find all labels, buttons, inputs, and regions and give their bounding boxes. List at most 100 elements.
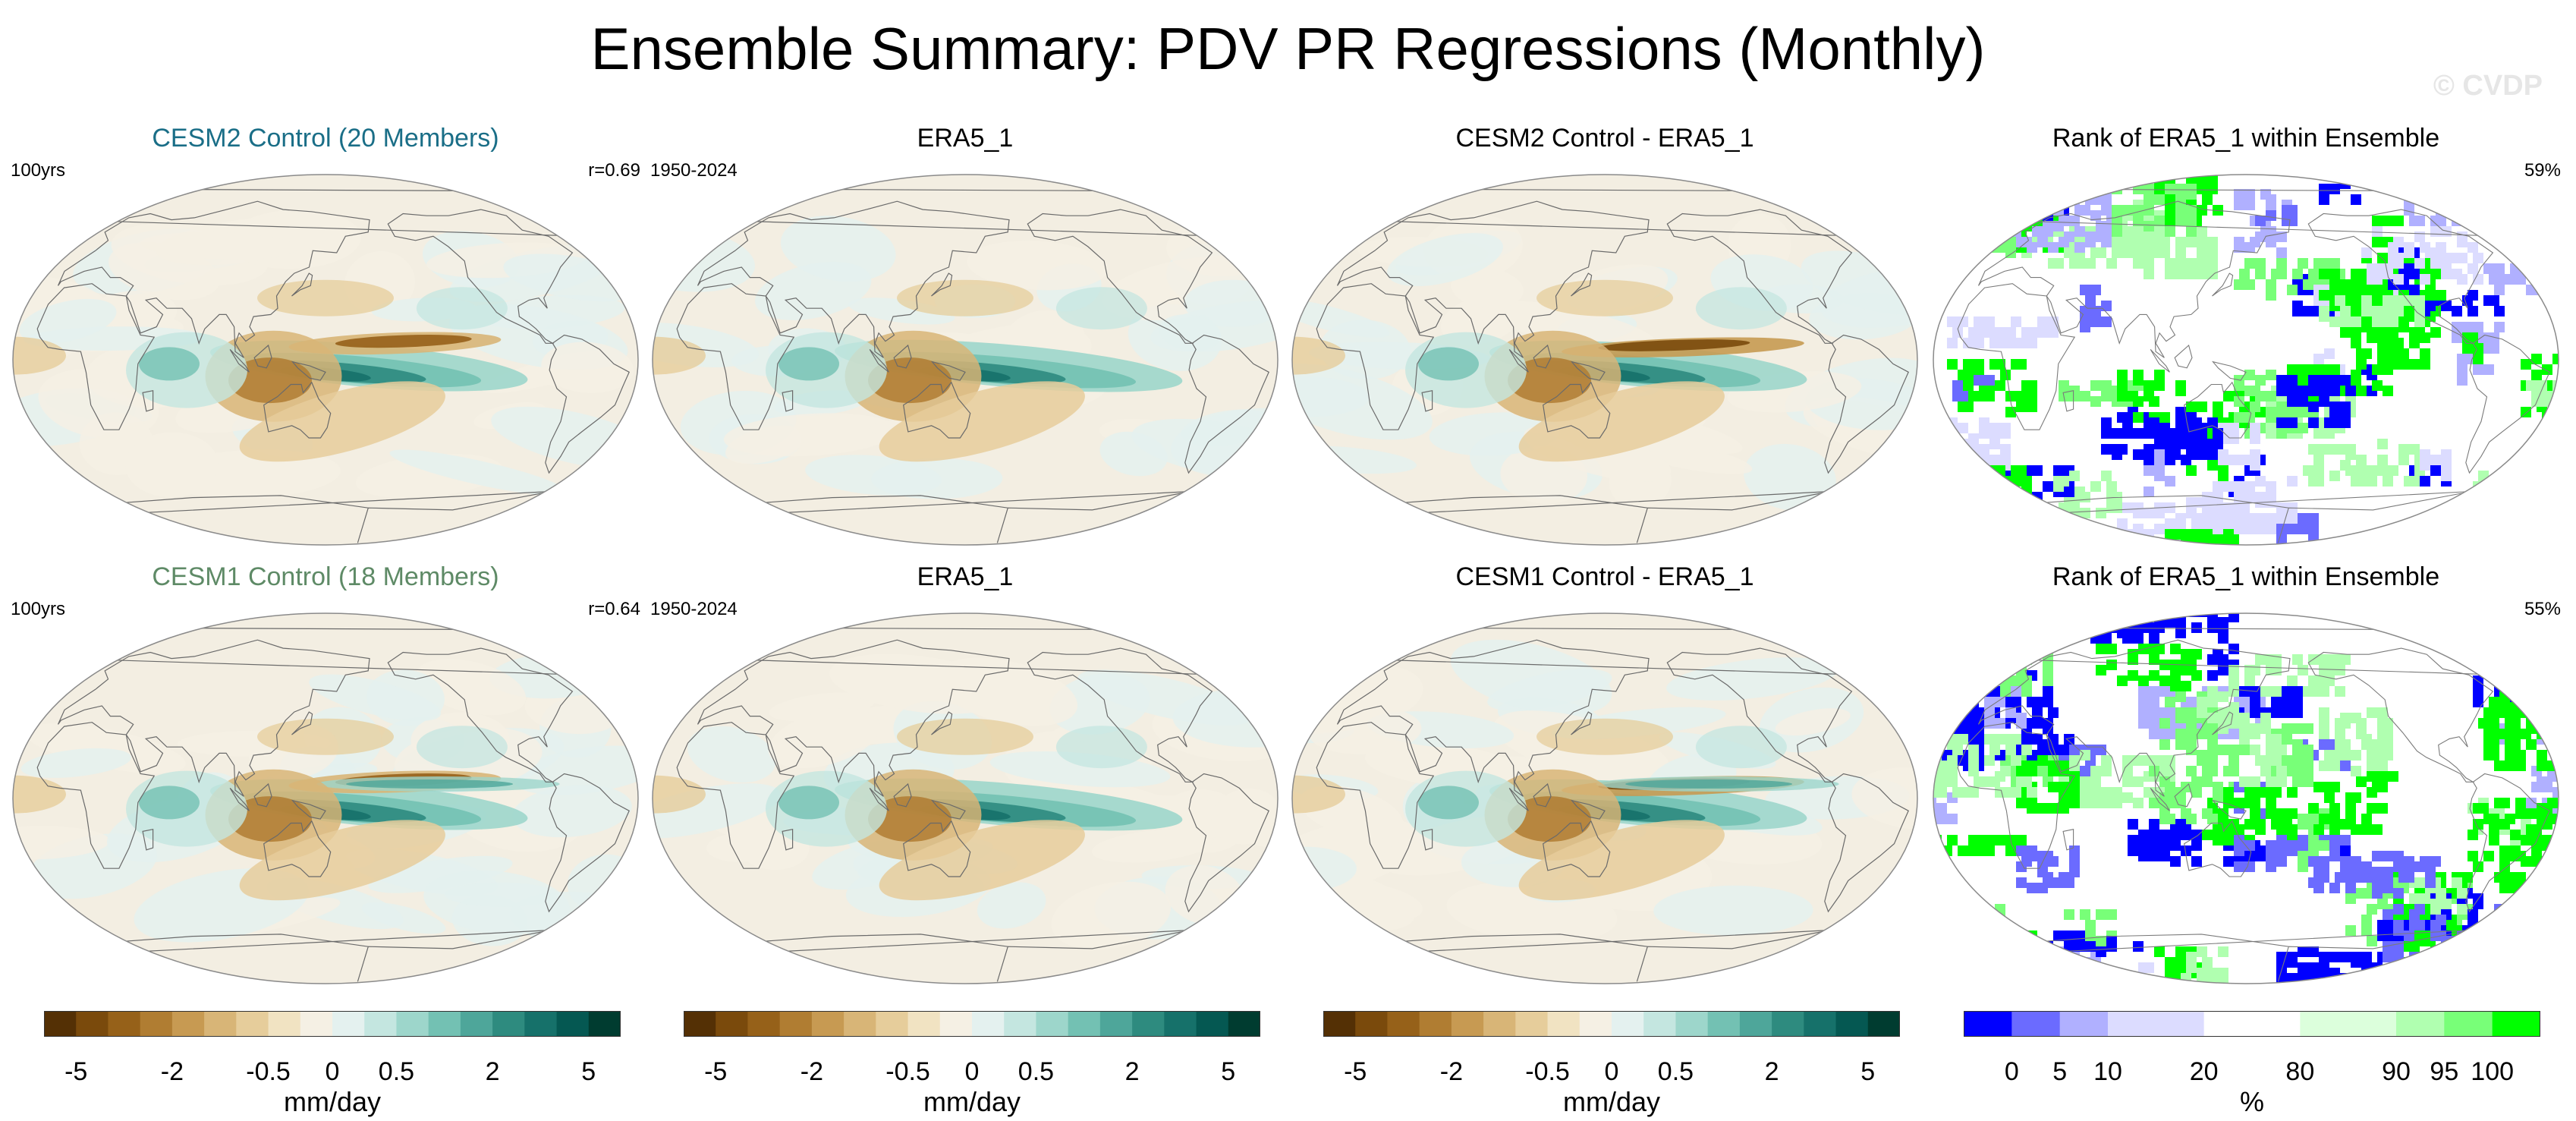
rank-cell: [2510, 178, 2521, 189]
rank-cell: [2207, 713, 2218, 723]
rank-cell: [2207, 247, 2218, 258]
rank-cell: [2499, 819, 2510, 830]
rank-cell: [2234, 861, 2244, 872]
rank-cell: [2383, 729, 2393, 739]
rank-cell: [1995, 487, 2005, 497]
rank-cell: [2494, 221, 2505, 231]
field-background-patch: [1159, 314, 1222, 351]
rank-cell: [2489, 178, 2499, 189]
colorbar-swatches: [1323, 1011, 1900, 1037]
rank-cell: [2005, 633, 2016, 644]
rank-cell: [1947, 221, 1958, 231]
rank-cell: [2032, 200, 2043, 210]
rank-cell: [1974, 904, 1984, 915]
rank-cell: [2207, 697, 2218, 707]
coastline-sumatra: [2150, 788, 2170, 811]
rank-cell: [1936, 734, 1947, 745]
rank-cell: [2059, 968, 2069, 978]
rank-cell: [2016, 936, 2027, 946]
rank-cell: [2319, 984, 2329, 985]
coastline-north-america: [387, 647, 574, 782]
rank-cell: [2149, 396, 2159, 407]
rank-cell: [2228, 766, 2239, 776]
field-negative-subtropics: [1536, 718, 1673, 755]
rank-cell: [1989, 487, 2000, 497]
colorbar-ticks: 0 5 10 20 80 90 95 100: [1964, 1056, 2540, 1087]
rank-cell: [2531, 492, 2542, 502]
rank-cell: [1979, 518, 1989, 529]
rank-cell: [2011, 189, 2021, 200]
rank-cell: [2345, 386, 2356, 396]
colorbar-swatch: [1099, 1011, 1133, 1037]
field-background-patch: [1450, 639, 1612, 715]
rank-cell: [2457, 904, 2467, 915]
rank-cell: [2377, 455, 2388, 465]
rank-cell: [2319, 290, 2329, 301]
rank-cell: [1958, 628, 1968, 638]
map-field: [1933, 175, 2559, 545]
rank-cell: [2101, 237, 2112, 247]
rank-cell: [2027, 946, 2037, 957]
rank-cell: [2149, 851, 2159, 861]
rank-cell: [2537, 962, 2547, 973]
rank-cell: [2494, 760, 2505, 771]
rank-cell: [2090, 798, 2101, 808]
rank-cell: [2250, 423, 2260, 433]
rank-cell: [2521, 253, 2531, 263]
coastline-madagascar: [782, 389, 794, 412]
rank-cell: [2090, 481, 2101, 492]
rank-cell: [2069, 845, 2080, 856]
rank-cell: [2457, 962, 2467, 973]
panel-correlation-label: r=0.69: [588, 160, 640, 181]
field-negative-atlantic: [1292, 336, 1345, 375]
rank-cell: [2276, 776, 2287, 787]
rank-cell: [2494, 322, 2505, 332]
rank-cell: [2505, 200, 2515, 210]
rank-cell: [2255, 513, 2266, 524]
rank-cell: [1958, 845, 1968, 856]
rank-cell: [2505, 184, 2515, 194]
rank-cell: [2558, 718, 2559, 729]
rank-cell: [2531, 952, 2542, 962]
rank-cell: [2298, 819, 2308, 830]
rank-cell: [2292, 269, 2303, 279]
rank-cell: [2547, 285, 2558, 295]
rank-cell: [2452, 877, 2462, 888]
rank-cell: [1933, 492, 1942, 502]
rank-cell: [2223, 481, 2234, 492]
rank-cell: [1968, 613, 1979, 617]
rank-cell: [2159, 686, 2170, 697]
rank-cell: [2090, 285, 2101, 295]
rank-cell: [2361, 872, 2372, 883]
rank-cell: [2510, 718, 2521, 729]
rank-cell: [2048, 184, 2059, 194]
rank-cell: [1933, 925, 1942, 936]
map-field: [1933, 613, 2559, 985]
rank-cell: [2521, 856, 2531, 867]
rank-cell: [2531, 221, 2542, 231]
rank-cell: [2515, 946, 2526, 957]
rank-cell: [2430, 904, 2441, 915]
rank-cell: [2436, 968, 2446, 978]
colorbar-swatch: [396, 1011, 429, 1037]
rank-cell: [1963, 401, 1974, 412]
coastline-borneo: [893, 782, 912, 808]
rank-cell: [2090, 396, 2101, 407]
rank-cell: [2069, 471, 2080, 481]
rank-cell: [2489, 824, 2499, 835]
rank-cell: [2515, 750, 2526, 760]
rank-cell: [2452, 306, 2462, 316]
rank-cell: [2048, 184, 2059, 194]
rank-cell: [2319, 872, 2329, 883]
rank-cell: [2420, 189, 2430, 200]
rank-cell: [2308, 364, 2319, 375]
colorbar-tick-label: 0.5: [378, 1057, 415, 1086]
rank-cell: [2244, 524, 2255, 534]
rank-cell: [2186, 237, 2197, 247]
rank-cell: [2383, 883, 2393, 893]
rank-cell: [1958, 423, 1968, 433]
rank-cell: [2165, 226, 2175, 237]
rank-cell: [2016, 845, 2027, 856]
rank-cell: [2542, 231, 2552, 242]
rank-cell: [2016, 391, 2027, 401]
